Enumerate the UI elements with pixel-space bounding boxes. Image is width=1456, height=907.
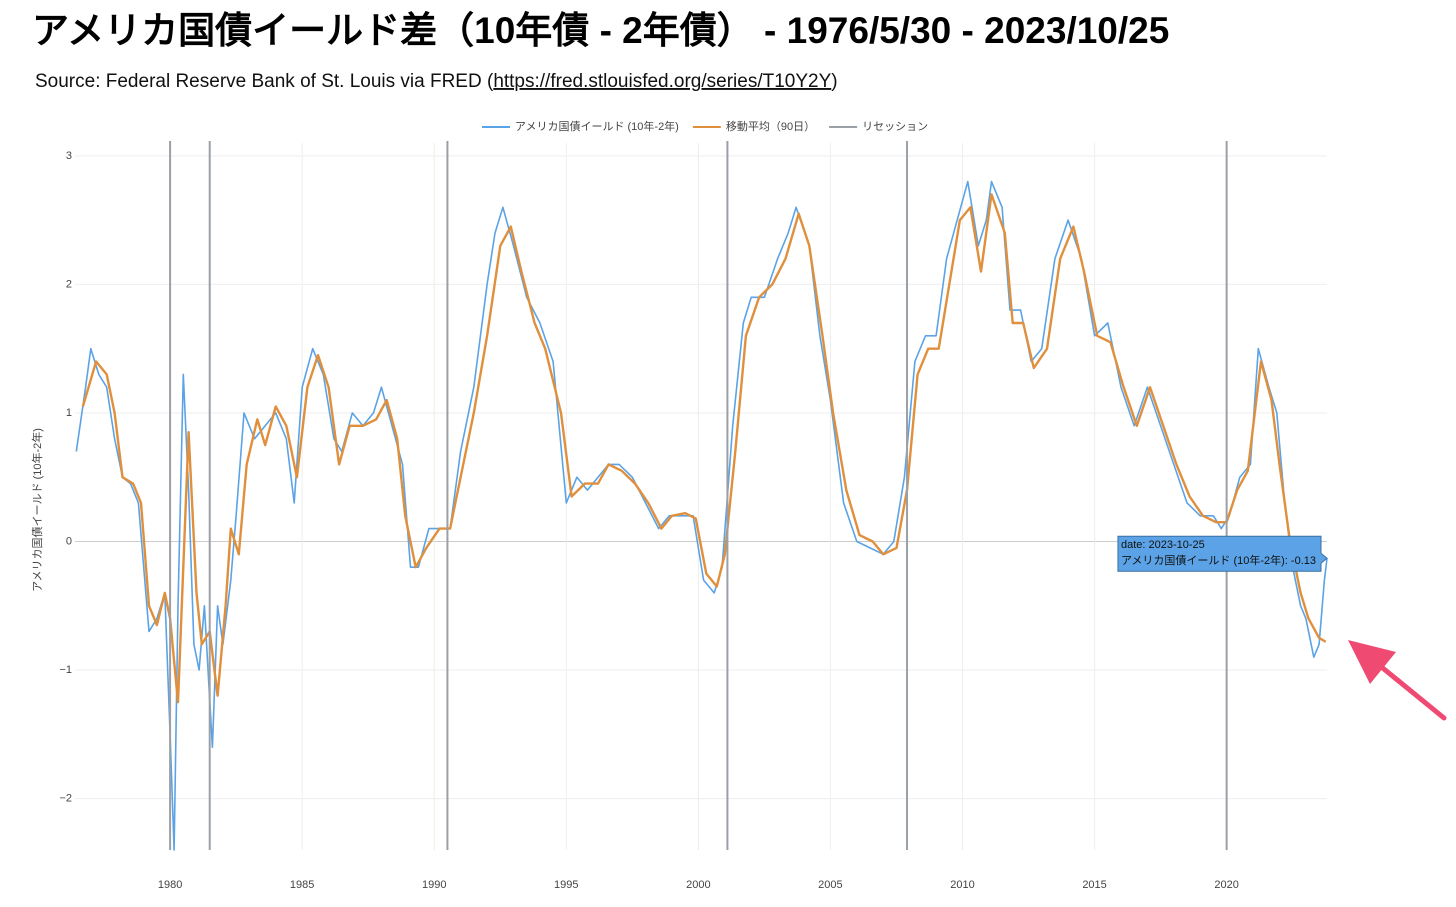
- arrow-head: [1348, 640, 1396, 684]
- y-tick-label: 2: [66, 278, 72, 290]
- legend-label: アメリカ国債イールド (10年-2年): [515, 119, 679, 133]
- x-tick-label: 1985: [290, 879, 314, 891]
- subtitle-text: Source: Federal Reserve Bank of St. Loui…: [35, 71, 494, 92]
- x-tick-label: 2015: [1082, 879, 1106, 891]
- y-tick-label: −2: [59, 792, 72, 804]
- subtitle-text: ): [831, 71, 837, 92]
- x-tick-label: 1980: [158, 879, 182, 891]
- tooltip-text: date: 2023-10-25: [1121, 539, 1205, 551]
- tooltip: date: 2023-10-25 アメリカ国債イールド (10年-2年): -0.…: [1117, 535, 1328, 572]
- x-tick-label: 2020: [1214, 879, 1238, 891]
- tooltip-text: アメリカ国債イールド (10年-2年): -0.13: [1121, 553, 1316, 567]
- legend-label: リセッション: [862, 120, 928, 133]
- x-tick-label: 1990: [422, 879, 446, 891]
- x-tick-label: 2005: [818, 879, 842, 891]
- x-tick-label: 1995: [554, 879, 578, 891]
- y-axis-label: アメリカ国債イールド (10年-2年): [30, 428, 44, 592]
- y-tick-label: −1: [59, 664, 72, 676]
- y-tick-label: 3: [66, 150, 72, 162]
- y-tick-label: 1: [66, 407, 72, 419]
- chart-subtitle: Source: Federal Reserve Bank of St. Loui…: [35, 71, 838, 92]
- chart-title: アメリカ国債イールド差（10年債 - 2年債） - 1976/5/30 - 20…: [32, 10, 1169, 51]
- series-line: [81, 193, 1327, 704]
- source-link[interactable]: https://fred.stlouisfed.org/series/T10Y2…: [493, 71, 831, 92]
- tooltip-box: [1117, 535, 1328, 572]
- legend-label: 移動平均（90日）: [726, 119, 815, 133]
- y-tick-label: 0: [66, 535, 72, 547]
- x-tick-label: 2000: [686, 879, 710, 891]
- x-tick-label: 2010: [950, 879, 974, 891]
- series-line: [75, 180, 1328, 851]
